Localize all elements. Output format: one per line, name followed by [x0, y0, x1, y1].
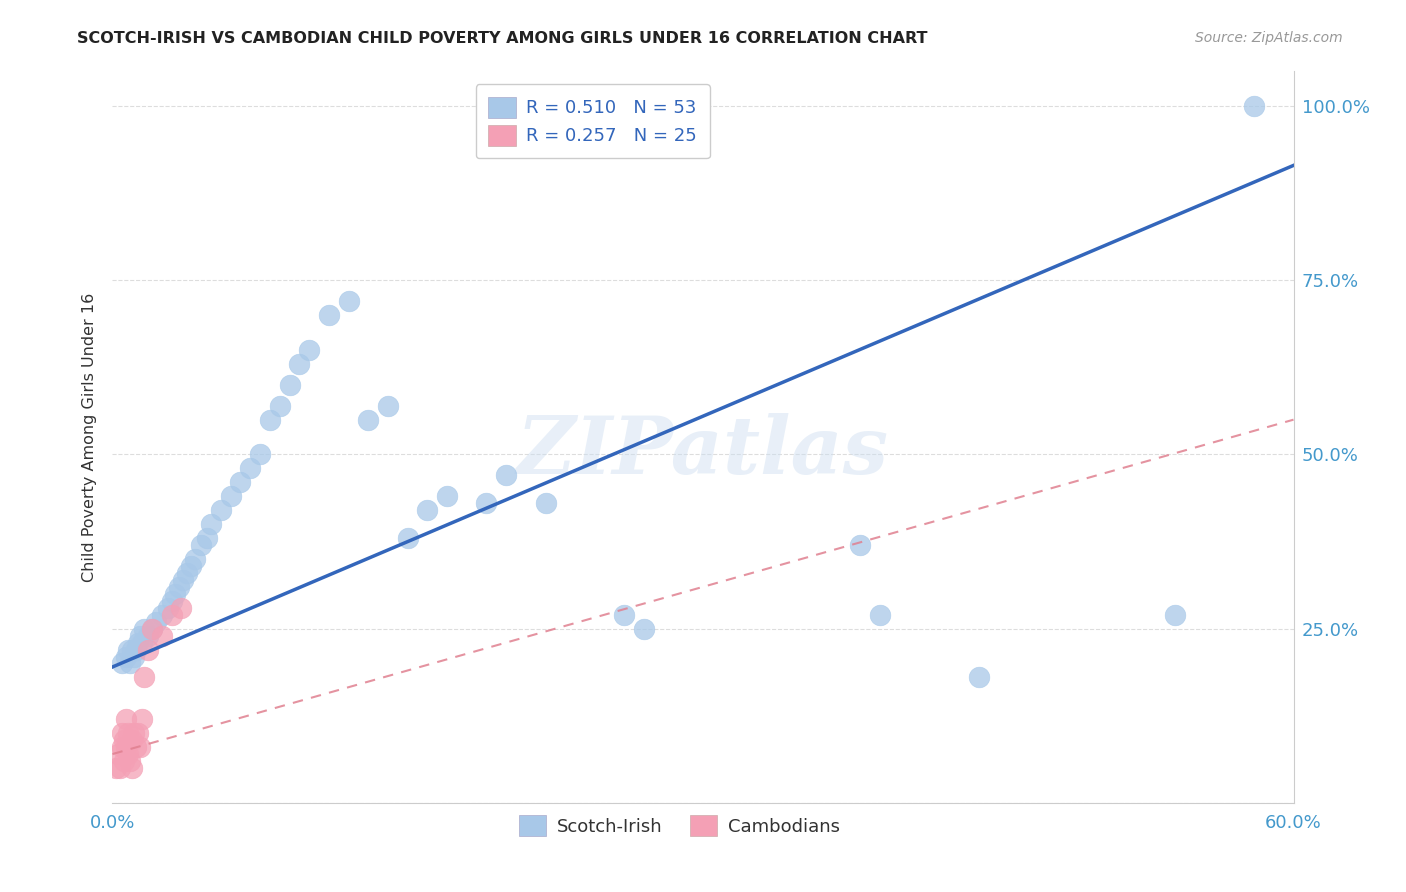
Point — [278, 377, 301, 392]
Point — [115, 740, 138, 755]
Point — [129, 629, 152, 643]
Point — [141, 622, 163, 636]
Point — [190, 538, 212, 552]
Point — [121, 761, 143, 775]
Point — [436, 489, 458, 503]
Point — [169, 580, 191, 594]
Point — [633, 622, 655, 636]
Point — [172, 573, 194, 587]
Point — [184, 552, 207, 566]
Point — [156, 600, 179, 615]
Point — [150, 629, 173, 643]
Point — [132, 622, 155, 636]
Point — [131, 712, 153, 726]
Point — [249, 448, 271, 462]
Point — [160, 594, 183, 608]
Point — [120, 754, 142, 768]
Point — [131, 635, 153, 649]
Point — [170, 600, 193, 615]
Point — [165, 587, 187, 601]
Point — [869, 607, 891, 622]
Point — [195, 531, 218, 545]
Point — [209, 503, 232, 517]
Point — [416, 503, 439, 517]
Point — [127, 726, 149, 740]
Point — [132, 670, 155, 684]
Point — [259, 412, 281, 426]
Point — [396, 531, 419, 545]
Point — [105, 761, 128, 775]
Point — [122, 649, 145, 664]
Point — [117, 747, 139, 761]
Text: Source: ZipAtlas.com: Source: ZipAtlas.com — [1195, 31, 1343, 45]
Point — [127, 635, 149, 649]
Point — [849, 538, 872, 552]
Point — [298, 343, 321, 357]
Point — [136, 629, 159, 643]
Point — [967, 670, 990, 684]
Text: SCOTCH-IRISH VS CAMBODIAN CHILD POVERTY AMONG GIRLS UNDER 16 CORRELATION CHART: SCOTCH-IRISH VS CAMBODIAN CHILD POVERTY … — [77, 31, 928, 46]
Point — [219, 489, 242, 503]
Point — [117, 642, 139, 657]
Legend: Scotch-Irish, Cambodians: Scotch-Irish, Cambodians — [506, 803, 852, 848]
Text: ZIPatlas: ZIPatlas — [517, 413, 889, 491]
Point — [121, 733, 143, 747]
Point — [475, 496, 498, 510]
Point — [150, 607, 173, 622]
Point — [125, 642, 148, 657]
Point — [176, 566, 198, 580]
Point — [115, 649, 138, 664]
Point — [288, 357, 311, 371]
Point — [613, 607, 636, 622]
Point — [141, 622, 163, 636]
Y-axis label: Child Poverty Among Girls Under 16: Child Poverty Among Girls Under 16 — [82, 293, 97, 582]
Point — [534, 496, 557, 510]
Point — [337, 294, 360, 309]
Point — [111, 740, 134, 755]
Point — [129, 740, 152, 755]
Point — [120, 657, 142, 671]
Point — [229, 475, 252, 490]
Point — [122, 726, 145, 740]
Point — [377, 399, 399, 413]
Point — [269, 399, 291, 413]
Point — [115, 712, 138, 726]
Point — [239, 461, 262, 475]
Point — [111, 657, 134, 671]
Point — [160, 607, 183, 622]
Point — [136, 642, 159, 657]
Point — [125, 740, 148, 755]
Point — [112, 754, 135, 768]
Point — [357, 412, 380, 426]
Point — [107, 747, 129, 761]
Point — [111, 726, 134, 740]
Point — [200, 517, 222, 532]
Point — [112, 733, 135, 747]
Point — [1164, 607, 1187, 622]
Point — [117, 726, 139, 740]
Point — [121, 642, 143, 657]
Point — [1243, 99, 1265, 113]
Point — [110, 761, 132, 775]
Point — [318, 308, 340, 322]
Point — [145, 615, 167, 629]
Point — [495, 468, 517, 483]
Point — [180, 558, 202, 573]
